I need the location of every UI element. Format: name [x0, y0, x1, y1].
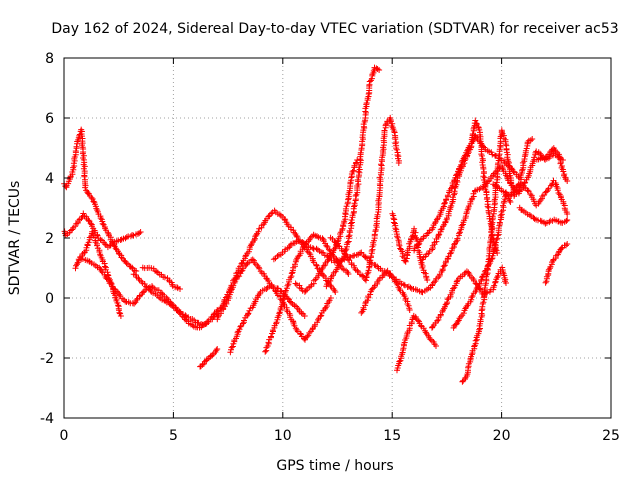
- series-sat-q: [389, 210, 431, 283]
- point-markers: [542, 241, 571, 286]
- axis-ticks: 0 5 10 15 20 25 -4 -2 0 2 4 6 8: [40, 51, 620, 444]
- point-markers: [262, 231, 352, 355]
- point-markers: [394, 312, 439, 374]
- series-sat-w: [459, 127, 536, 385]
- x-tick-label: 25: [602, 428, 620, 444]
- x-axis-label: GPS time / hours: [276, 458, 393, 474]
- point-markers: [459, 127, 536, 385]
- y-axis-label: SDTVAR / TECUs: [7, 181, 23, 296]
- point-markers: [130, 271, 212, 331]
- point-markers: [533, 145, 571, 184]
- y-tick-label: 2: [45, 231, 54, 247]
- x-tick-label: 10: [274, 428, 292, 444]
- series-sat-x: [490, 177, 571, 217]
- point-markers: [389, 210, 431, 283]
- y-tick-label: 4: [45, 171, 54, 187]
- series-sat-b: [61, 210, 144, 251]
- series-sat-p: [358, 267, 413, 316]
- point-markers: [227, 283, 308, 356]
- point-markers: [490, 177, 571, 217]
- point-markers: [429, 264, 509, 331]
- series-sat-n: [323, 64, 383, 290]
- y-tick-label: -2: [40, 351, 54, 367]
- point-markers: [327, 114, 402, 284]
- y-tick-label: 8: [45, 51, 54, 67]
- series-sat-k: [262, 231, 352, 355]
- series-sat-h: [209, 207, 339, 323]
- x-tick-label: 15: [383, 428, 401, 444]
- series-sat-g: [197, 346, 221, 370]
- series-sat-y: [516, 204, 571, 227]
- series-sat-r: [394, 312, 439, 374]
- series-sat-e: [130, 271, 212, 331]
- series-sat-o: [327, 114, 402, 284]
- series-sat-j: [227, 283, 308, 356]
- y-tick-label: 6: [45, 111, 54, 127]
- series-sat-t: [419, 117, 501, 263]
- point-markers: [209, 207, 339, 323]
- point-markers: [139, 264, 183, 292]
- series-sat-f: [139, 264, 183, 292]
- x-tick-label: 20: [493, 428, 511, 444]
- series-sat-u: [429, 264, 509, 331]
- x-tick-label: 0: [60, 428, 69, 444]
- y-tick-label: -4: [40, 411, 54, 427]
- data-points: [61, 64, 571, 385]
- x-tick-label: 5: [169, 428, 178, 444]
- point-markers: [61, 210, 144, 251]
- series-sat-z: [533, 145, 571, 184]
- series-sat-aa: [542, 241, 571, 286]
- point-markers: [323, 64, 383, 290]
- point-markers: [516, 204, 571, 227]
- point-markers: [197, 346, 221, 370]
- y-tick-label: 0: [45, 291, 54, 307]
- point-markers: [419, 117, 501, 263]
- point-markers: [358, 267, 413, 316]
- chart-title: Day 162 of 2024, Sidereal Day-to-day VTE…: [51, 21, 618, 37]
